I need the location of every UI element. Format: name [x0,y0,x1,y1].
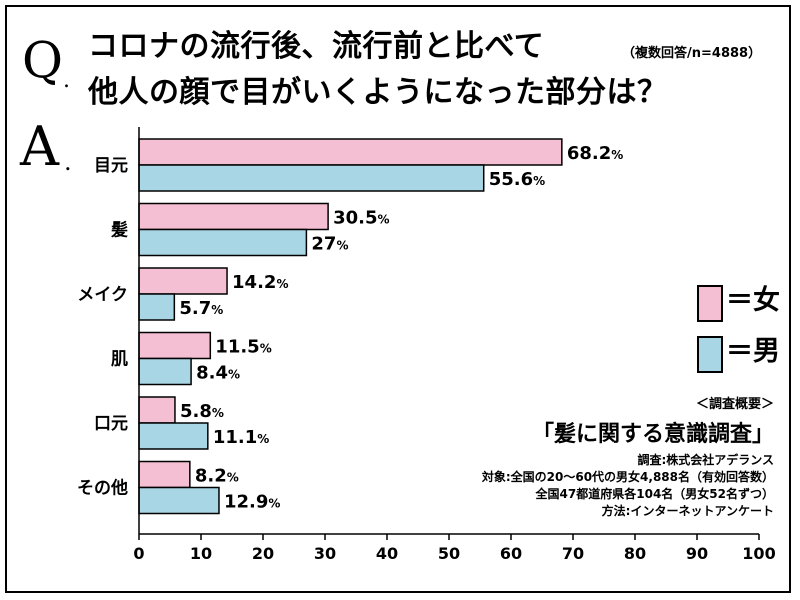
category-label: その他 [77,478,128,499]
data-label-female: 68.2% [567,143,623,164]
bar-male [138,357,192,386]
answer-prefix-dot: . [64,148,72,176]
data-label-male: 27% [311,234,348,255]
bar-female [138,460,191,489]
data-label-male: 8.4% [196,363,240,384]
data-label-female: 14.2% [232,272,288,293]
bar-male [138,293,176,321]
x-tick-label: 20 [252,544,274,563]
data-label-female: 30.5% [333,208,389,229]
category-label: 肌 [111,350,128,370]
question-prefix: Q [22,31,63,89]
legend-label-male: ＝男 [726,336,780,367]
data-label-female: 5.8% [180,401,224,422]
survey-line-conductor: 調査:株式会社アデランス [637,453,774,467]
survey-line-method: 方法:インターネットアンケート [601,504,774,518]
legend-swatch-male [697,336,723,373]
data-label-female: 11.5% [215,337,271,358]
survey-title: 「髪に関する意識調査」 [531,422,774,447]
x-tick-label: 50 [438,544,460,563]
x-tick-label: 80 [624,544,646,563]
legend-swatch-female [697,285,723,322]
bar-female [138,396,176,424]
data-label-male: 12.9% [224,492,280,513]
chart-frame [5,5,791,593]
x-tick-label: 10 [190,544,212,563]
legend-item-female: ＝女 [697,285,793,325]
bar-female [138,267,228,295]
bar-male [138,486,220,515]
legend-label-female: ＝女 [726,285,780,316]
question-title-line-1: コロナの流行後、流行前と比べて [88,29,545,64]
x-tick-label: 0 [133,544,144,563]
answer-prefix: A [20,115,59,178]
bar-male [138,164,485,192]
category-label: 髪 [110,220,128,241]
bar-female [138,331,212,360]
category-label: 口元 [94,414,128,434]
x-tick-label: 40 [376,544,398,563]
survey-line-target: 対象:全国の20〜60代の男女4,888名（有効回答数） [481,470,774,484]
bar-female [138,202,329,231]
bar-female [138,138,563,166]
survey-overview: ＜調査概要＞ 「髪に関する意識調査」 調査:株式会社アデランス 対象:全国の20… [482,393,774,520]
question-prefix-dot: . [63,68,70,93]
data-label-female: 8.2% [195,466,239,487]
data-label-male: 5.7% [179,298,223,319]
survey-header: ＜調査概要＞ [695,397,774,412]
survey-line-breakdown: 全国47都道府県各104名（男女52名ずつ） [535,487,774,501]
x-tick-label: 30 [314,544,336,563]
question-title-line-2: 他人の顔で目がいくようになった部分は？ [88,75,668,110]
data-label-male: 11.1% [213,427,269,448]
x-tick-label: 90 [686,544,708,563]
legend-item-male: ＝男 [697,336,793,376]
sample-note: （複数回答/n=4888） [622,46,762,61]
bar-male [138,422,209,450]
x-tick-label: 70 [562,544,584,563]
category-label: 目元 [94,156,128,176]
bar-male [138,228,308,257]
x-tick-label: 60 [500,544,522,563]
category-label: メイク [77,285,128,305]
data-label-male: 55.6% [489,169,545,190]
x-tick-label: 100 [742,544,775,563]
